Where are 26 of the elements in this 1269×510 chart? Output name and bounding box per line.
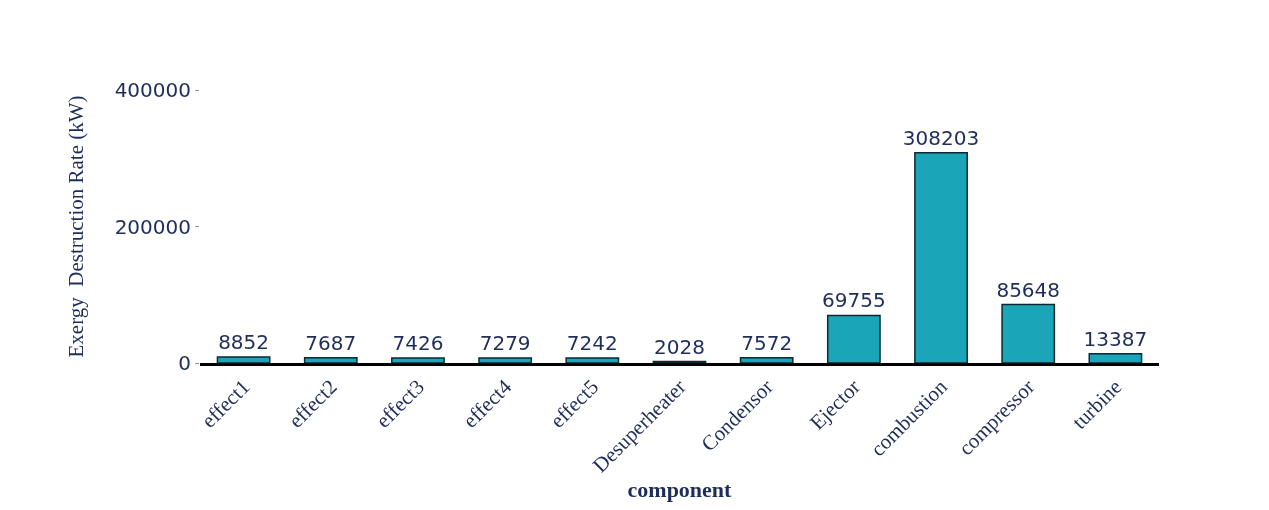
bar: [1001, 303, 1056, 363]
data-label: 7572: [741, 330, 793, 355]
y-tick-label: 400000: [114, 78, 191, 102]
y-tick-label: 0: [178, 351, 191, 375]
data-label: 7426: [392, 330, 444, 355]
data-label: 7279: [479, 331, 531, 356]
bar: [565, 357, 620, 363]
y-axis-title: Exergy Destruction Rate (kW): [63, 95, 88, 358]
data-label: 69755: [822, 288, 886, 313]
x-axis-title: component: [627, 477, 733, 503]
bar: [303, 357, 358, 363]
bar: [478, 357, 533, 363]
data-label: 308203: [902, 125, 980, 150]
bar: [391, 357, 445, 363]
data-label: 8852: [218, 329, 270, 354]
data-label: 85648: [996, 277, 1061, 302]
bar: [1088, 353, 1143, 363]
bar: [826, 314, 881, 363]
bar: [914, 151, 968, 363]
bar: [739, 357, 794, 363]
data-label: 7242: [566, 331, 618, 356]
bar: [216, 356, 271, 363]
y-tick-label: 200000: [114, 214, 191, 239]
data-label: 7687: [305, 330, 357, 355]
data-label: 2028: [654, 334, 705, 359]
data-label: 13387: [1083, 326, 1148, 351]
